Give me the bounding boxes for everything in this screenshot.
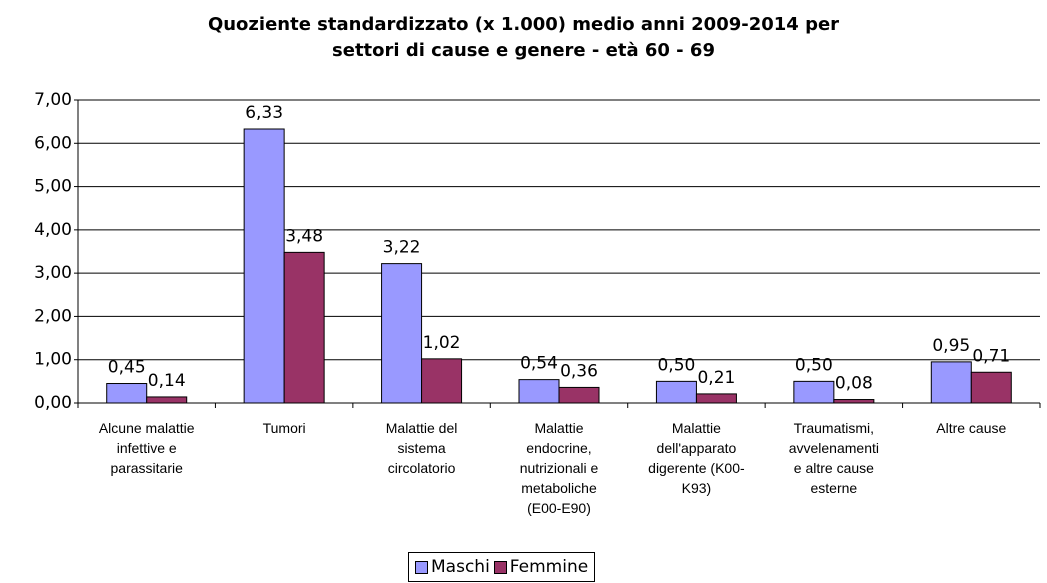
legend-item: Maschi bbox=[415, 557, 490, 577]
data-label: 0,14 bbox=[148, 371, 186, 391]
data-label: 0,45 bbox=[108, 358, 146, 378]
data-label: 3,22 bbox=[383, 238, 421, 258]
x-tick-label: Altre cause bbox=[936, 420, 1007, 436]
data-label: 3,48 bbox=[285, 226, 323, 246]
data-label: 0,08 bbox=[835, 374, 873, 394]
bar bbox=[655, 380, 697, 404]
y-tick-label: 4,00 bbox=[34, 220, 72, 240]
data-label: 0,21 bbox=[697, 368, 735, 388]
bar bbox=[518, 379, 560, 404]
legend-swatch bbox=[415, 560, 428, 574]
bar bbox=[930, 361, 972, 404]
x-tick-label: Traumatismi, avvelenamenti e altre cause… bbox=[788, 420, 879, 496]
x-tick-label: Tumori bbox=[262, 420, 306, 436]
bar bbox=[558, 386, 600, 404]
data-label: 1,02 bbox=[423, 333, 461, 353]
chart-title: Quoziente standardizzato (x 1.000) medio… bbox=[207, 14, 840, 61]
bar bbox=[106, 383, 148, 404]
y-tick-label: 1,00 bbox=[34, 350, 72, 370]
bar bbox=[793, 380, 835, 404]
bar bbox=[833, 399, 875, 404]
x-tick-label: Malattie dell'apparato digerente (K00- K… bbox=[648, 420, 745, 496]
legend: Maschi Femmine bbox=[408, 552, 596, 582]
y-tick-label: 5,00 bbox=[34, 177, 72, 197]
bar bbox=[695, 393, 737, 404]
x-tick-label: Malattie endocrine, nutrizionali e metab… bbox=[519, 420, 599, 516]
legend-label: Maschi bbox=[431, 557, 490, 577]
data-label: 0,50 bbox=[795, 355, 833, 375]
y-tick-label: 2,00 bbox=[34, 306, 72, 326]
legend-item: Femmine bbox=[493, 557, 589, 577]
legend-swatch bbox=[493, 560, 507, 574]
data-label: 0,71 bbox=[972, 346, 1010, 366]
y-tick-label: 0,00 bbox=[34, 393, 72, 413]
bar bbox=[243, 128, 285, 404]
bar bbox=[421, 358, 463, 404]
x-tick-label: Malattie del sistema circolatorio bbox=[385, 420, 458, 476]
y-tick-label: 3,00 bbox=[34, 263, 72, 283]
x-tick-label: Alcune malattie infettive e parassitarie bbox=[98, 420, 195, 476]
bar bbox=[283, 251, 325, 404]
legend-label: Femmine bbox=[509, 557, 589, 577]
data-label: 6,33 bbox=[245, 103, 283, 123]
bar bbox=[146, 396, 188, 404]
data-label: 0,36 bbox=[560, 361, 598, 381]
y-tick-label: 7,00 bbox=[34, 90, 72, 110]
y-tick-label: 6,00 bbox=[34, 133, 72, 153]
data-label: 0,54 bbox=[520, 354, 558, 374]
bar bbox=[381, 263, 423, 404]
data-label: 0,95 bbox=[932, 336, 970, 356]
bar bbox=[970, 371, 1012, 404]
data-label: 0,50 bbox=[657, 355, 695, 375]
